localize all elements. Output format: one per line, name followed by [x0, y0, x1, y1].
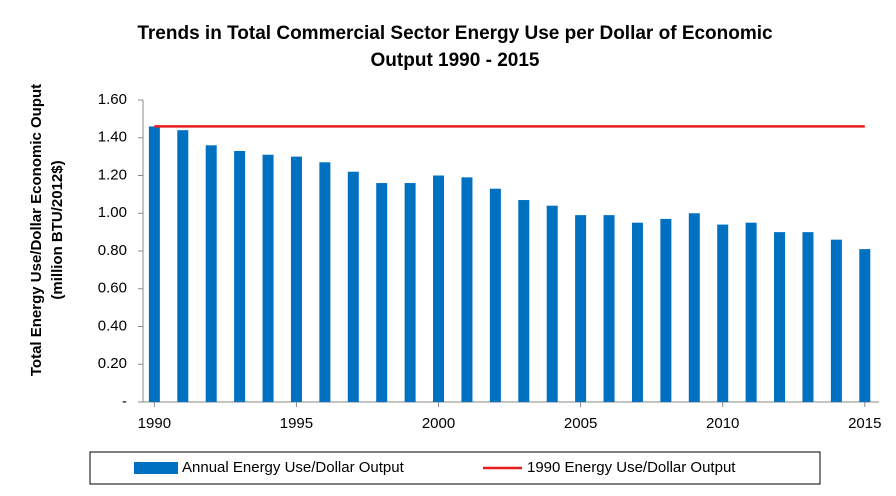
bar: [404, 183, 416, 402]
y-tick-label: 0.60: [98, 280, 127, 297]
bar: [802, 232, 814, 402]
bar: [290, 156, 302, 402]
bar: [859, 249, 871, 402]
x-tick-label: 2015: [848, 415, 881, 432]
bar: [319, 162, 331, 402]
y-tick-label: 1.20: [98, 166, 127, 183]
y-axis-label: Total Energy Use/Dollar Economic Ouput: [28, 84, 45, 376]
bar: [518, 200, 530, 402]
bar: [546, 205, 558, 402]
bar: [177, 130, 189, 402]
bar: [717, 224, 729, 402]
y-tick-label: 0.40: [98, 317, 127, 334]
bar: [631, 222, 643, 402]
y-tick-label: -: [122, 393, 127, 410]
bar: [262, 154, 274, 402]
bar: [376, 183, 388, 402]
bar: [205, 145, 217, 403]
x-tick-label: 2005: [564, 415, 597, 432]
legend-swatch: [134, 462, 178, 474]
x-tick-label: 1995: [280, 415, 313, 432]
bar: [575, 215, 587, 402]
x-tick-label: 1990: [138, 415, 171, 432]
legend-box: [89, 451, 821, 485]
chart-title: Trends in Total Commercial Sector Energy…: [137, 23, 773, 44]
y-tick-label: 1.60: [98, 91, 127, 108]
bar: [347, 171, 359, 402]
x-tick-label: 2010: [706, 415, 739, 432]
bar: [830, 239, 842, 402]
bar: [603, 215, 615, 402]
bar: [660, 218, 672, 402]
legend-label: Annual Energy Use/Dollar Output: [182, 459, 405, 476]
y-tick-label: 1.40: [98, 129, 127, 146]
y-tick-label: 0.80: [98, 242, 127, 259]
bar: [148, 126, 160, 403]
x-tick-label: 2000: [422, 415, 455, 432]
chart-title: Output 1990 - 2015: [371, 50, 540, 71]
bar: [234, 150, 246, 402]
bar: [774, 232, 786, 402]
bar: [461, 177, 473, 402]
legend-label: 1990 Energy Use/Dollar Output: [527, 459, 736, 476]
y-tick-label: 0.20: [98, 355, 127, 372]
bar: [745, 222, 757, 402]
y-tick-label: 1.00: [98, 204, 127, 221]
y-axis-label: (million BTU/2012$): [49, 160, 66, 299]
bar: [489, 188, 501, 402]
bar: [433, 175, 445, 402]
bar: [688, 213, 700, 402]
